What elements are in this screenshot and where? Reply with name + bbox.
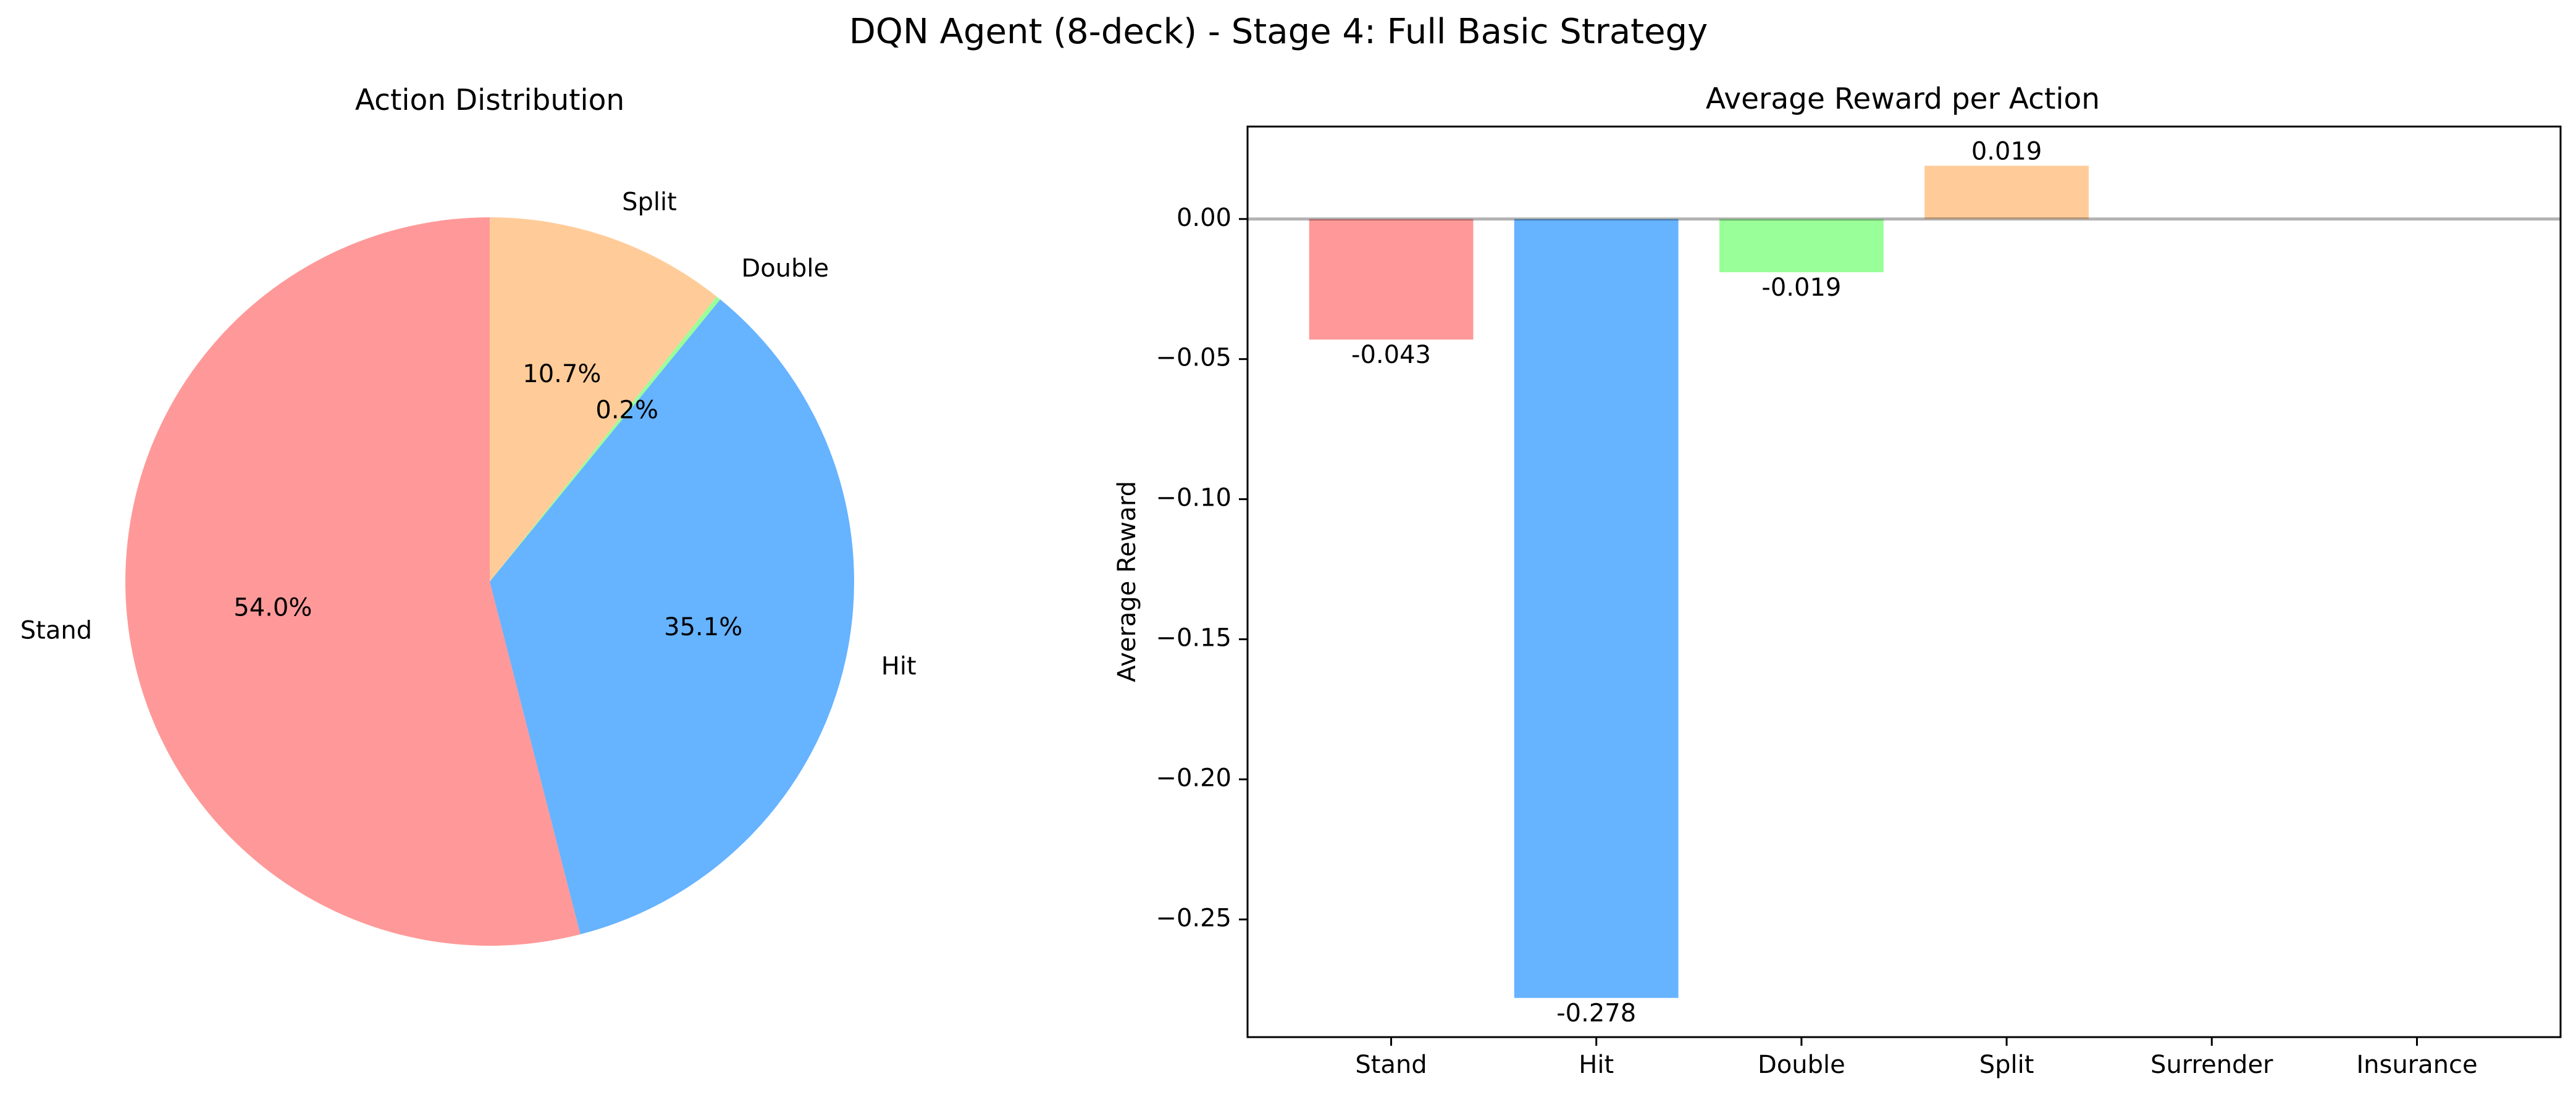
pie-slice-hit <box>490 299 855 935</box>
bar-x-tick-label-split: Split <box>1979 1051 2034 1079</box>
pie-pct-split: 10.7% <box>522 360 601 388</box>
bar-y-tick-label: −0.15 <box>1156 624 1231 653</box>
bar-value-label-double: -0.019 <box>1761 273 1841 302</box>
pie-slice-double <box>490 296 721 582</box>
pie-slice-stand <box>125 217 581 946</box>
bar-title: Average Reward per Action <box>1706 82 2100 116</box>
bar-y-tick-label: −0.25 <box>1156 904 1231 932</box>
bar-y-axis-label: Average Reward <box>1113 481 1141 682</box>
pie-label-hit: Hit <box>881 653 917 681</box>
bar-value-label-split: 0.019 <box>1971 138 2042 166</box>
bar-value-label-stand: -0.043 <box>1351 341 1431 369</box>
figure-suptitle: DQN Agent (8-deck) - Stage 4: Full Basic… <box>849 12 1708 52</box>
pie-label-stand: Stand <box>20 616 92 644</box>
pie-slice-split <box>490 217 717 582</box>
bar-y-tick-label: −0.20 <box>1156 764 1231 792</box>
pie-labels: Stand 54.0% Hit 35.1% Double 0.2% Split 10.7% <box>20 188 917 680</box>
bar-double <box>1719 219 1884 272</box>
bar-x-tick-label-double: Double <box>1758 1051 1845 1079</box>
pie-pct-hit: 35.1% <box>664 613 742 641</box>
bar-x-tick-label-hit: Hit <box>1579 1051 1614 1079</box>
bar-x-tick-label-insurance: Insurance <box>2356 1051 2477 1079</box>
pie-chart: Action Distribution Stand 54.0% Hit 35.1% Do… <box>20 83 917 946</box>
pie-pct-double: 0.2% <box>595 396 658 424</box>
pie-slices <box>125 217 855 946</box>
pie-title: Action Distribution <box>355 83 624 117</box>
pie-label-double: Double <box>741 254 829 283</box>
bar-axes-frame <box>1246 125 2562 1038</box>
bar-value-label-hit: -0.278 <box>1556 999 1636 1028</box>
bar-x-tick-label-surrender: Surrender <box>2150 1051 2273 1079</box>
bar-y-tick-label: −0.10 <box>1156 484 1231 512</box>
bar-y-tick-label: 0.00 <box>1177 204 1231 232</box>
bar-stand <box>1309 219 1474 340</box>
bar-marks: -0.043 -0.278 -0.019 0.019 <box>1248 138 2561 1028</box>
bar-hit <box>1514 219 1679 998</box>
pie-label-split: Split <box>622 188 677 216</box>
bar-axes: 0.00 −0.05 −0.10 −0.15 −0.20 −0.25 Stand Hit Dou… <box>1156 125 2562 1079</box>
pie-pct-stand: 54.0% <box>233 593 312 622</box>
bar-x-tick-label-stand: Stand <box>1355 1051 1427 1079</box>
bar-chart: Average Reward per Action -0.043-0.278-0… <box>1113 82 2562 1079</box>
bar-split <box>1924 165 2089 219</box>
bar-y-tick-label: −0.05 <box>1156 344 1231 372</box>
